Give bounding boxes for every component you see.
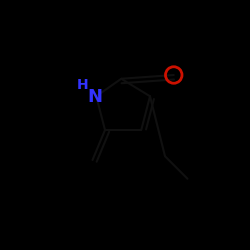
Text: H: H	[77, 78, 88, 92]
Text: N: N	[87, 88, 102, 106]
